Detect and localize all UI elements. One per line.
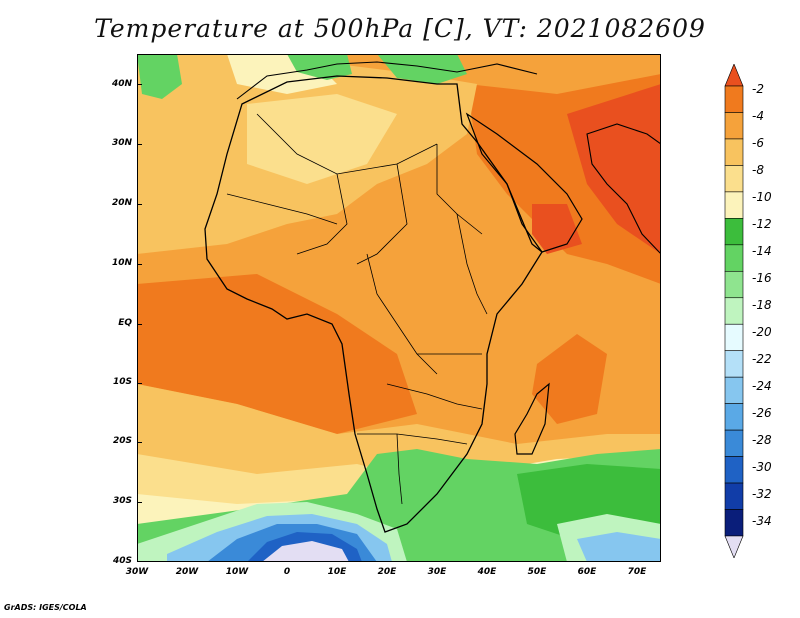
- lon-label-40e: 40E: [477, 567, 497, 577]
- colorbar-label: -24: [752, 379, 772, 393]
- colorbar-label: -10: [752, 190, 772, 204]
- lon-label-50e: 50E: [527, 567, 547, 577]
- colorbar-segment: [724, 482, 744, 510]
- colorbar-segment: [724, 535, 744, 558]
- colorbar-segment: [724, 138, 744, 166]
- colorbar-segment: [724, 376, 744, 404]
- field-hot-arabia: [532, 204, 582, 254]
- lon-label-60e: 60E: [577, 567, 597, 577]
- africa-coastline: [204, 75, 543, 533]
- field-green-nw: [137, 54, 182, 99]
- colorbar-segment: [724, 270, 744, 299]
- country-borders: [226, 113, 488, 505]
- colorbar-label: -18: [752, 298, 772, 312]
- field-blue-se: [577, 532, 661, 562]
- lat-tick: [137, 502, 142, 503]
- colorbar-segment: [724, 509, 744, 537]
- arabia-coastline: [465, 112, 583, 253]
- colorbar-label: -14: [752, 244, 772, 258]
- colorbar-segment: [724, 429, 744, 457]
- lat-tick: [137, 84, 142, 85]
- field-hot-asia: [567, 84, 661, 254]
- colorbar-label: -26: [752, 406, 772, 420]
- colorbar-label: -12: [752, 217, 772, 231]
- lat-label-30s: 30S: [112, 496, 132, 506]
- lat-label-40s: 40S: [112, 556, 132, 566]
- colorbar-label: -8: [752, 163, 764, 177]
- europe-coastline: [236, 61, 538, 100]
- lon-label-70e: 70E: [627, 567, 647, 577]
- field-warm-atlantic: [137, 274, 417, 434]
- colorbar-label: -30: [752, 460, 772, 474]
- colorbar-segment: [724, 456, 744, 484]
- colorbar-label: -4: [752, 109, 764, 123]
- colorbar-label: -34: [752, 514, 772, 528]
- lon-label-0: 0: [283, 567, 291, 577]
- colorbar-segment: [724, 64, 744, 87]
- map-title: Temperature at 500hPa [C], VT: 202108260…: [94, 14, 706, 43]
- map-border: [137, 54, 661, 562]
- colorbar-label: -16: [752, 271, 772, 285]
- madagascar-coastline: [514, 382, 550, 455]
- field-green-north-2: [377, 54, 467, 84]
- colorbar-label: -20: [752, 325, 772, 339]
- lat-label-30n: 30N: [111, 138, 132, 148]
- lat-tick: [137, 204, 142, 205]
- colorbar-segment: [724, 297, 744, 325]
- lon-label-10w: 10W: [225, 567, 249, 577]
- field-cold-core: [262, 541, 349, 562]
- colorbar-segment: [724, 112, 744, 140]
- credit-text: GrADS: IGES/COLA: [4, 603, 87, 612]
- colorbar-segments: [724, 64, 744, 558]
- lat-label-eq: EQ: [118, 318, 132, 328]
- lat-label-20n: 20N: [111, 198, 132, 208]
- colorbar-segment: [724, 350, 744, 378]
- lat-tick: [137, 383, 142, 384]
- lon-label-20w: 20W: [175, 567, 199, 577]
- temperature-map: [137, 54, 661, 562]
- colorbar-segment: [724, 403, 744, 431]
- lat-label-20s: 20S: [112, 436, 132, 446]
- colorbar-segment: [724, 165, 744, 193]
- lat-tick: [137, 264, 142, 265]
- lat-label-40n: 40N: [111, 79, 132, 89]
- map-svg: [137, 54, 661, 562]
- asia-coastline: [586, 123, 661, 255]
- colorbar-label: -22: [752, 352, 772, 366]
- lon-label-20e: 20E: [377, 567, 397, 577]
- colorbar-segment: [724, 323, 744, 352]
- colorbar-segment: [724, 218, 744, 246]
- lat-label-10s: 10S: [112, 377, 132, 387]
- lon-label-10e: 10E: [327, 567, 347, 577]
- field-warm-indian-ocean: [532, 334, 607, 424]
- lat-label-10n: 10N: [111, 258, 132, 268]
- colorbar-segment: [724, 85, 744, 113]
- lon-label-30e: 30E: [427, 567, 447, 577]
- field-cooler-sahara: [247, 94, 397, 184]
- colorbar-segment: [724, 244, 744, 272]
- colorbar-label: -28: [752, 433, 772, 447]
- lat-tick: [137, 144, 142, 145]
- colorbar-label: -32: [752, 487, 772, 501]
- lon-label-30w: 30W: [125, 567, 149, 577]
- lat-tick: [137, 324, 142, 325]
- colorbar-segment: [724, 191, 744, 219]
- lat-tick: [137, 442, 142, 443]
- colorbar-label: -6: [752, 136, 764, 150]
- colorbar-label: -2: [752, 82, 764, 96]
- colorbar: [724, 64, 744, 558]
